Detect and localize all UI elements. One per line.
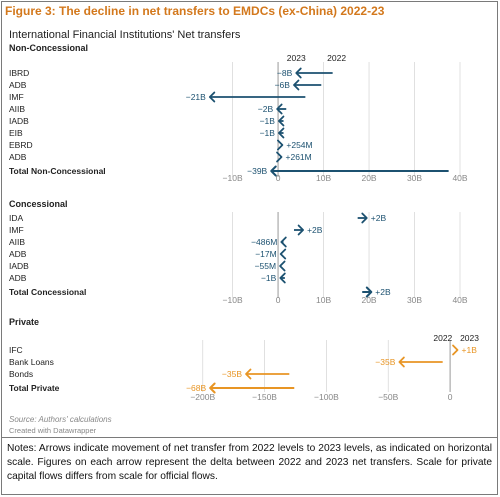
arrow-head bbox=[280, 236, 287, 248]
arrow-value-label: +254M bbox=[286, 140, 312, 150]
credit-note: Created with Datawrapper bbox=[9, 426, 97, 435]
row-label: EIB bbox=[9, 128, 23, 138]
tick-label: 0 bbox=[276, 173, 281, 183]
row-label: Total Private bbox=[9, 383, 60, 393]
arrow-value-label: +261M bbox=[286, 152, 312, 162]
tick-label: 0 bbox=[276, 295, 281, 305]
figure-title: Figure 3: The decline in net transfers t… bbox=[5, 4, 385, 18]
year-label: 2022 bbox=[327, 53, 346, 63]
source-note: Source: Authors' calculations bbox=[9, 415, 112, 424]
row-label: IBRD bbox=[9, 68, 29, 78]
tick-label: 20B bbox=[361, 295, 376, 305]
arrow-value-label: −2B bbox=[258, 104, 274, 114]
section-heading: Private bbox=[9, 317, 39, 327]
year-label: 2022 bbox=[433, 333, 452, 343]
arrow-head bbox=[295, 67, 302, 79]
row-label: IMF bbox=[9, 92, 24, 102]
tick-label: −10B bbox=[223, 173, 243, 183]
arrow-value-label: +2B bbox=[375, 287, 391, 297]
arrow-head bbox=[361, 212, 368, 224]
arrow-head bbox=[277, 139, 284, 151]
tick-label: 40B bbox=[452, 295, 467, 305]
arrow-head bbox=[245, 368, 252, 380]
tick-label: 40B bbox=[452, 173, 467, 183]
tick-label: −100B bbox=[314, 392, 339, 402]
section-heading: Non-Concessional bbox=[9, 43, 88, 53]
tick-label: −200B bbox=[190, 392, 215, 402]
arrow-head bbox=[293, 79, 300, 91]
arrow-value-label: −1B bbox=[260, 128, 276, 138]
arrow-head bbox=[209, 382, 216, 394]
row-label: ADB bbox=[9, 249, 27, 259]
tick-label: −50B bbox=[378, 392, 398, 402]
notes-text: Notes: Arrows indicate movement of net t… bbox=[1, 437, 498, 484]
arrow-value-label: −1B bbox=[260, 116, 276, 126]
row-label: Total Non-Concessional bbox=[9, 166, 106, 176]
row-label: IFC bbox=[9, 345, 23, 355]
row-label: AIIB bbox=[9, 237, 25, 247]
row-label: IDA bbox=[9, 213, 24, 223]
section-heading: Concessional bbox=[9, 199, 68, 209]
arrow-value-label: −8B bbox=[277, 68, 293, 78]
row-label: IADB bbox=[9, 116, 29, 126]
tick-label: 30B bbox=[407, 295, 422, 305]
arrow-head bbox=[279, 248, 287, 260]
row-label: ADB bbox=[9, 273, 27, 283]
arrow-value-label: −68B bbox=[186, 383, 206, 393]
tick-label: 30B bbox=[407, 173, 422, 183]
arrow-value-label: +2B bbox=[307, 225, 323, 235]
tick-label: 0 bbox=[448, 392, 453, 402]
tick-label: 20B bbox=[361, 173, 376, 183]
row-label: ADB bbox=[9, 80, 27, 90]
arrow-value-label: −1B bbox=[261, 273, 277, 283]
row-label: Total Concessional bbox=[9, 287, 86, 297]
arrow-value-label: −55M bbox=[255, 261, 277, 271]
arrow-value-label: +1B bbox=[462, 345, 478, 355]
tick-label: −150B bbox=[252, 392, 277, 402]
arrow-value-label: −35B bbox=[375, 357, 395, 367]
arrow-value-label: −35B bbox=[222, 369, 242, 379]
arrow-head bbox=[278, 115, 285, 127]
row-label: IADB bbox=[9, 261, 29, 271]
arrow-value-label: −21B bbox=[186, 92, 206, 102]
arrow-head bbox=[270, 165, 277, 177]
arrow-value-label: −17M bbox=[255, 249, 277, 259]
row-label: ADB bbox=[9, 152, 27, 162]
arrow-value-label: −6B bbox=[275, 80, 291, 90]
arrow-head bbox=[279, 260, 286, 272]
chart-title: International Financial Institutions' Ne… bbox=[9, 29, 241, 41]
row-label: IMF bbox=[9, 225, 24, 235]
row-label: EBRD bbox=[9, 140, 33, 150]
year-label: 2023 bbox=[460, 333, 479, 343]
row-label: AIIB bbox=[9, 104, 25, 114]
arrow-value-label: +2B bbox=[371, 213, 387, 223]
tick-label: −10B bbox=[223, 295, 243, 305]
arrow-head bbox=[276, 103, 283, 115]
arrow-head bbox=[279, 272, 286, 284]
arrow-head bbox=[398, 356, 405, 368]
arrow-head bbox=[208, 91, 216, 103]
arrow-head bbox=[297, 224, 304, 236]
row-label: Bank Loans bbox=[9, 357, 54, 367]
tick-label: 10B bbox=[316, 173, 331, 183]
year-label: 2023 bbox=[287, 53, 306, 63]
arrow-head bbox=[365, 286, 373, 298]
tick-label: 10B bbox=[316, 295, 331, 305]
arrow-head bbox=[276, 151, 283, 163]
arrow-value-label: −39B bbox=[247, 166, 267, 176]
arrow-value-label: −486M bbox=[251, 237, 277, 247]
arrow-head bbox=[278, 127, 285, 139]
row-label: Bonds bbox=[9, 369, 33, 379]
arrow-head bbox=[452, 344, 459, 356]
